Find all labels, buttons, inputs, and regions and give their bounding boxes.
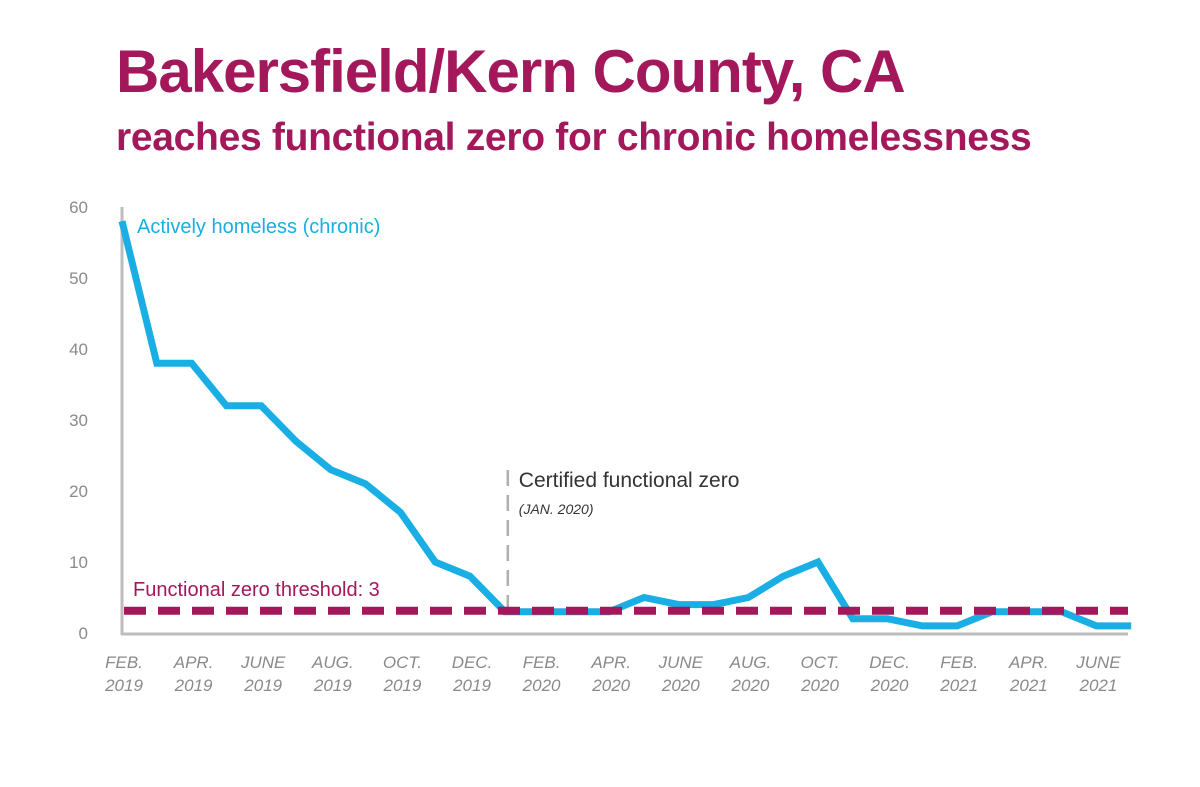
y-tick-label: 40 <box>69 340 88 359</box>
x-tick-label: JUNE <box>1075 653 1121 672</box>
chart-subtitle: reaches functional zero for chronic home… <box>116 116 1032 159</box>
x-tick-label: DEC. <box>869 653 910 672</box>
y-axis-ticks: 0 10 20 30 40 50 60 <box>69 198 88 643</box>
x-tick-year: 2019 <box>243 676 282 695</box>
y-tick-label: 30 <box>69 411 88 430</box>
chart-labels: Actively homeless (chronic) Functional ze… <box>133 216 380 601</box>
x-tick-label: DEC. <box>452 653 493 672</box>
series-line <box>118 220 1132 630</box>
x-axis-ticks: FEB. 2019 APR. 2019 JUNE 2019 AUG. 2019 OCT. 2019… <box>104 653 1121 695</box>
y-tick-label: 60 <box>69 198 88 217</box>
y-tick-label: 50 <box>69 269 88 288</box>
x-tick-year: 2019 <box>174 676 213 695</box>
x-tick-label: APR. <box>173 653 214 672</box>
x-tick-label: FEB. <box>940 653 978 672</box>
x-tick-label: JUNE <box>240 653 286 672</box>
x-tick-label: AUG. <box>311 653 354 672</box>
x-tick-year: 2020 <box>730 676 769 695</box>
x-tick-label: FEB. <box>523 653 561 672</box>
y-tick-label: 10 <box>69 553 88 572</box>
x-tick-year: 2020 <box>800 676 839 695</box>
x-tick-label: OCT. <box>800 653 839 672</box>
x-tick-label: APR. <box>590 653 631 672</box>
x-tick-year: 2020 <box>661 676 700 695</box>
y-tick-label: 20 <box>69 482 88 501</box>
x-tick-label: JUNE <box>658 653 704 672</box>
annotation-label: Certified functional zero <box>519 469 740 492</box>
x-tick-label: APR. <box>1008 653 1049 672</box>
annotation-sublabel: (JAN. 2020) <box>519 501 594 517</box>
x-tick-label: OCT. <box>383 653 422 672</box>
chart-title: Bakersfield/Kern County, CA <box>116 38 906 105</box>
x-tick-year: 2020 <box>870 676 909 695</box>
x-tick-year: 2020 <box>522 676 561 695</box>
y-tick-label: 0 <box>79 624 88 643</box>
threshold-label: Functional zero threshold: 3 <box>133 579 380 601</box>
series-group <box>118 220 1132 630</box>
axes <box>120 207 1128 636</box>
x-tick-year: 2021 <box>1009 676 1048 695</box>
x-tick-label: AUG. <box>729 653 772 672</box>
x-tick-year: 2019 <box>382 676 421 695</box>
series-label: Actively homeless (chronic) <box>137 216 380 238</box>
x-tick-year: 2019 <box>313 676 352 695</box>
x-tick-year: 2019 <box>452 676 491 695</box>
annotation: Certified functional zero (JAN. 2020) <box>506 469 740 612</box>
x-tick-year: 2021 <box>939 676 978 695</box>
x-tick-year: 2020 <box>591 676 630 695</box>
x-tick-label: FEB. <box>105 653 143 672</box>
x-tick-year: 2021 <box>1078 676 1117 695</box>
x-tick-year: 2019 <box>104 676 143 695</box>
